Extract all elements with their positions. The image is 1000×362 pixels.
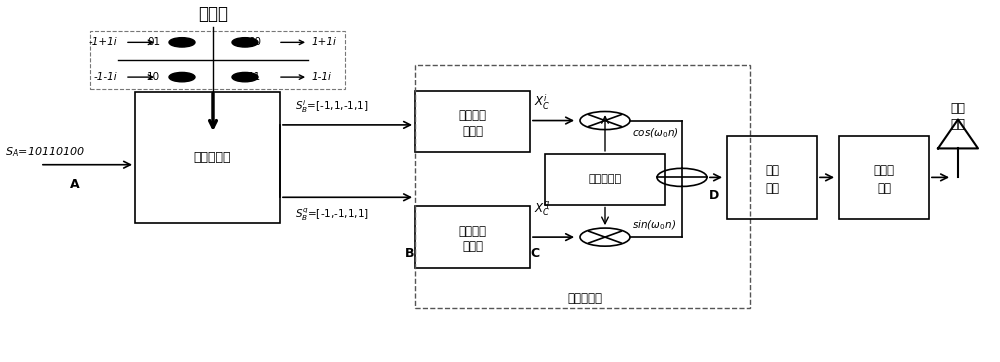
Text: 模拟上: 模拟上 xyxy=(874,164,895,177)
Text: C: C xyxy=(530,247,540,260)
Text: 数控振荡器: 数控振荡器 xyxy=(588,174,622,184)
Text: D: D xyxy=(709,189,719,202)
Text: 发射: 发射 xyxy=(950,102,966,115)
Bar xyxy=(135,92,280,223)
Text: 载波: 载波 xyxy=(877,182,891,195)
Text: 转换: 转换 xyxy=(765,182,779,195)
Text: -1+1i: -1+1i xyxy=(88,37,117,47)
Circle shape xyxy=(232,72,258,82)
Text: 混沌成型: 混沌成型 xyxy=(458,225,486,238)
Text: -1-1i: -1-1i xyxy=(93,72,117,82)
Bar xyxy=(415,65,750,308)
Text: 天线: 天线 xyxy=(950,118,966,131)
Bar xyxy=(839,136,929,219)
Text: sin($\omega_0 n$): sin($\omega_0 n$) xyxy=(632,218,676,232)
Circle shape xyxy=(232,38,258,47)
Text: 星座图映射: 星座图映射 xyxy=(194,151,231,164)
Bar xyxy=(415,206,530,268)
Bar xyxy=(415,90,530,152)
Text: A: A xyxy=(70,178,80,191)
Bar xyxy=(727,136,817,219)
Text: 数模: 数模 xyxy=(765,164,779,177)
Text: 数字上载波: 数字上载波 xyxy=(568,292,602,305)
Text: B: B xyxy=(405,247,415,260)
Text: $S_B^q$=[-1,-1,1,1]: $S_B^q$=[-1,-1,1,1] xyxy=(295,206,369,223)
Text: 10: 10 xyxy=(147,72,160,82)
Text: $X_C^i$: $X_C^i$ xyxy=(534,92,550,112)
Text: $S_B^i$=[-1,1,-1,1]: $S_B^i$=[-1,1,-1,1] xyxy=(295,98,369,115)
Text: 11: 11 xyxy=(248,72,261,82)
Text: 滤波器: 滤波器 xyxy=(462,125,483,138)
Text: $S_A$=10110100: $S_A$=10110100 xyxy=(5,146,85,159)
Text: 1-1i: 1-1i xyxy=(312,72,332,82)
Circle shape xyxy=(169,72,195,82)
Text: $X_C^q$: $X_C^q$ xyxy=(534,199,550,218)
Text: 1+1i: 1+1i xyxy=(312,37,337,47)
Text: 混沌成型: 混沌成型 xyxy=(458,109,486,122)
Bar xyxy=(90,31,345,89)
Text: 01: 01 xyxy=(147,37,160,47)
Text: 滤波器: 滤波器 xyxy=(462,240,483,253)
Text: 00: 00 xyxy=(248,37,261,47)
Text: 星座图: 星座图 xyxy=(198,5,228,24)
Bar xyxy=(545,154,665,205)
Circle shape xyxy=(169,38,195,47)
Text: cos($\omega_0 n$): cos($\omega_0 n$) xyxy=(632,126,679,140)
